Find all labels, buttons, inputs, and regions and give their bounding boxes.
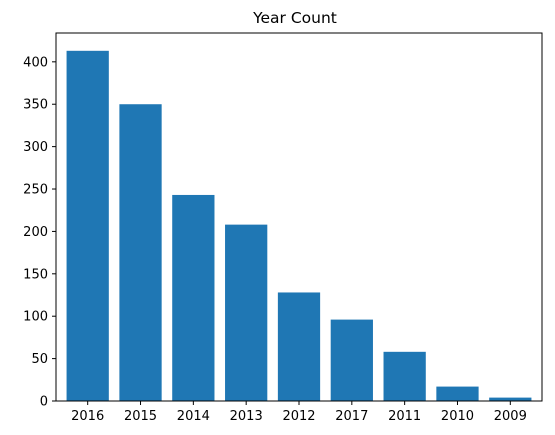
bar-2014 <box>172 194 215 401</box>
x-tick-label: 2015 <box>124 409 157 424</box>
x-tick-label: 2017 <box>335 409 368 424</box>
y-tick-label: 0 <box>40 395 48 410</box>
plot-frame <box>55 32 543 402</box>
bar-2011 <box>383 351 426 401</box>
x-tick-label: 2016 <box>71 409 104 424</box>
bar-2017 <box>330 319 373 401</box>
y-tick-label: 400 <box>23 55 48 70</box>
x-tick-label: 2011 <box>388 409 421 424</box>
y-tick-label: 100 <box>23 310 48 325</box>
chart-title: Year Count <box>252 9 337 27</box>
x-tick-label: 2010 <box>441 409 474 424</box>
bar-2015 <box>119 104 162 402</box>
bar-2010 <box>436 386 479 401</box>
y-tick-label: 300 <box>23 140 48 155</box>
x-tick-label: 2013 <box>230 409 263 424</box>
y-tick-label: 150 <box>23 267 48 282</box>
y-tick-label: 200 <box>23 225 48 240</box>
x-tick-label: 2012 <box>282 409 315 424</box>
x-axis: 2016 2015 2014 2013 2012 2017 2011 2010 2009 <box>71 401 527 424</box>
y-axis: 0 50 100 150 200 250 300 350 400 <box>23 55 56 410</box>
y-tick-label: 50 <box>31 352 48 367</box>
bar-2013 <box>225 224 268 401</box>
bar-2016 <box>66 50 109 401</box>
bar-2009 <box>489 397 532 401</box>
bars-group <box>66 50 532 402</box>
bar-2012 <box>277 292 321 401</box>
y-tick-label: 350 <box>23 98 48 113</box>
y-tick-label: 250 <box>23 183 48 198</box>
x-tick-label: 2009 <box>494 409 527 424</box>
x-tick-label: 2014 <box>177 409 210 424</box>
